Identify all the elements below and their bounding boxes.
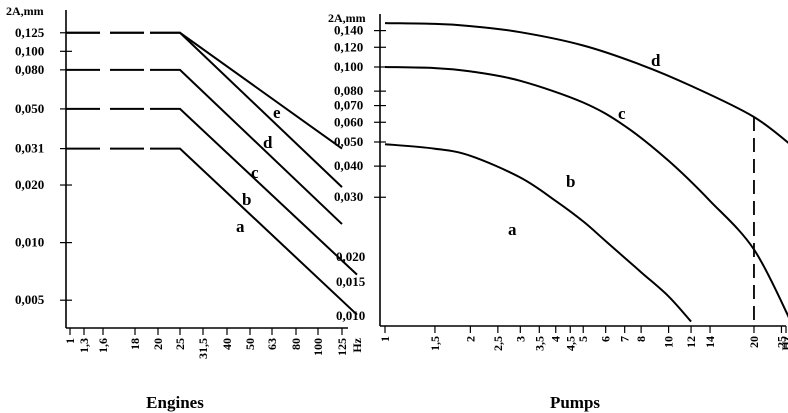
- engines-y-tick-label: 0,031: [15, 141, 44, 156]
- engines-series-label-d: d: [263, 133, 273, 152]
- engines-x-tick-label: 25: [173, 338, 187, 350]
- pumps-x-tick-label: 12: [684, 336, 698, 348]
- pumps-x-tick-label: 3,5: [532, 336, 546, 351]
- engines-series-c-line: [150, 68, 343, 225]
- pumps-caption: Pumps: [550, 393, 600, 412]
- engines-y-tick-label: 0,080: [15, 62, 44, 77]
- pumps-x-tick-label: 6: [599, 336, 613, 342]
- engines-x-tick-label: 40: [220, 338, 234, 350]
- pumps-x-tick-label: 4,5: [563, 336, 577, 351]
- engines-y-axis-label: 2A,mm: [6, 4, 44, 18]
- pumps-y-tick-label: 0,100: [334, 59, 363, 74]
- pumps-x-tick-label: 2: [463, 336, 477, 342]
- pumps-x-tick-label: 2,5: [491, 336, 505, 351]
- pumps-y-axis-label: 2A,mm: [328, 11, 366, 25]
- pumps-series-c-line: [384, 22, 788, 144]
- pumps-x-tick-label: 4: [549, 336, 563, 342]
- engines-right-tick-label: 0,020: [336, 249, 365, 264]
- engines-x-tick-label: 80: [289, 338, 303, 350]
- engines-x-tick-label: 31,5: [196, 338, 210, 359]
- engines-y-ticks: 0,125 0,100 0,080 0,050 0,031 0,020 0,010 0,005: [15, 25, 72, 307]
- pumps-x-tick-label: 8: [634, 336, 648, 342]
- engines-y-tick-label: 0,125: [15, 25, 45, 40]
- pumps-y-tick-label: 0,060: [334, 114, 363, 129]
- engines-series-label-e: e: [273, 103, 281, 122]
- engines-y-tick-label: 0,100: [15, 43, 44, 58]
- engines-x-tick-label: 1: [63, 338, 77, 344]
- pumps-y-tick-label: 0,040: [334, 158, 363, 173]
- engines-y-tick-label: 0,020: [15, 177, 44, 192]
- engines-chart: 2A,mm 0,125 0,100 0,080 0,050 0,031 0,020 0,01…: [6, 4, 366, 412]
- engines-series-label-b: b: [242, 190, 251, 209]
- pumps-x-tick-label: 1: [378, 336, 392, 342]
- engines-x-tick-label: 125: [335, 338, 349, 356]
- engines-x-tick-label: 50: [243, 338, 257, 350]
- engines-right-tick-label: 0,015: [336, 274, 366, 289]
- engines-x-tick-label: 20: [151, 338, 165, 350]
- engines-x-tick-label: 1,3: [77, 338, 91, 353]
- pumps-series-label-c: c: [618, 104, 626, 123]
- pumps-series-b-line: [384, 66, 788, 318]
- engines-x-tick-label: 18: [128, 338, 142, 350]
- pumps-series-a-line: [384, 143, 692, 323]
- pumps-y-tick-label: 0,140: [334, 23, 363, 38]
- pumps-y-tick-label: 0,120: [334, 39, 363, 54]
- engines-x-ticks: 1 1,3 1,6 18 20 25 31,5 40 50 63 80 100 125 Hz: [63, 328, 364, 359]
- pumps-series-label-d: d: [651, 51, 661, 70]
- engines-x-unit-label: Hz: [350, 337, 364, 352]
- pumps-x-tick-label: 10: [662, 336, 676, 348]
- pumps-y-tick-label: 0,030: [334, 189, 363, 204]
- engines-caption: Engines: [146, 393, 204, 412]
- engines-y-tick-label: 0,005: [15, 292, 45, 307]
- engines-series-e-line: [150, 31, 343, 150]
- pumps-x-tick-label: 25: [774, 336, 788, 348]
- engines-series-label-a: a: [236, 217, 245, 236]
- pumps-curves: a b c d: [384, 22, 788, 326]
- pumps-x-tick-label: 14: [703, 336, 717, 348]
- engines-series-label-c: c: [251, 163, 259, 182]
- pumps-y-tick-label: 0,080: [334, 83, 363, 98]
- pumps-x-tick-label: 1,5: [428, 336, 442, 351]
- engines-series-a-line: [150, 147, 358, 316]
- engines-y-tick-label: 0,050: [15, 101, 44, 116]
- engines-series-b-line: [150, 107, 358, 276]
- engines-x-tick-label: 63: [265, 338, 279, 350]
- engines-x-tick-label: 1,6: [96, 338, 110, 353]
- pumps-x-tick-label: 3: [513, 336, 527, 342]
- pumps-x-tick-label: 5: [576, 336, 590, 342]
- pumps-series-label-b: b: [566, 172, 575, 191]
- pumps-x-tick-label: 20: [747, 336, 761, 348]
- engines-series-d-line: [150, 31, 343, 188]
- pumps-y-tick-label: 0,070: [334, 98, 363, 113]
- pumps-x-tick-label: Hz: [779, 335, 788, 350]
- pumps-y-tick-label: 0,050: [334, 134, 363, 149]
- engines-y-tick-label: 0,010: [15, 235, 44, 250]
- engines-right-tick-labels: 0,020 0,015 0,010: [336, 249, 366, 323]
- pumps-x-tick-label: 7: [618, 336, 632, 342]
- engines-x-tick-label: 100: [311, 338, 325, 356]
- engines-right-tick-label: 0,010: [336, 308, 365, 323]
- pumps-series-label-a: a: [508, 220, 517, 239]
